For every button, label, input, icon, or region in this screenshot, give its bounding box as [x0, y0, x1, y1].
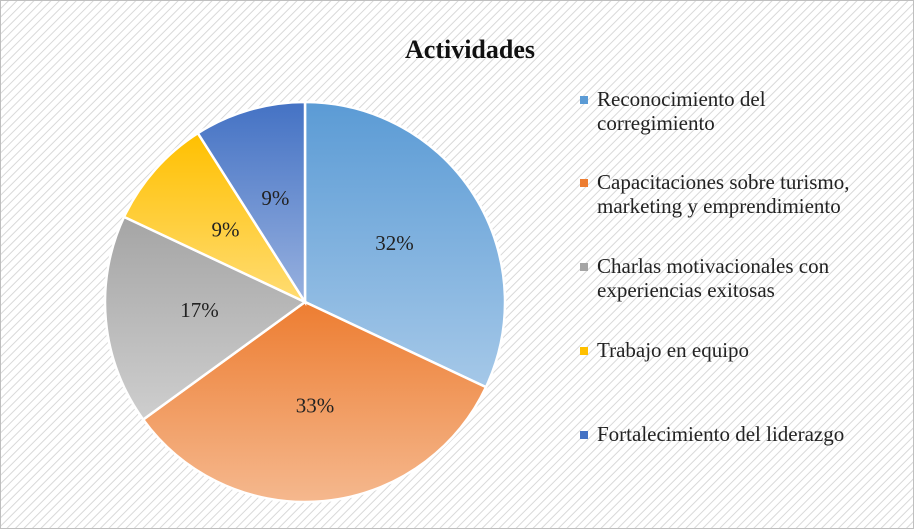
chart-title: Actividades: [405, 35, 535, 64]
legend-entry: Fortalecimiento del liderazgo: [580, 422, 887, 446]
data-label: 33%: [296, 393, 335, 417]
legend-label: Charlas motivacionales con experiencias …: [597, 254, 830, 302]
legend-entry: Reconocimiento del corregimiento: [580, 87, 887, 135]
pie-slice: [122, 131, 309, 305]
pie-slice: [141, 300, 488, 504]
legend-swatch: [580, 347, 588, 355]
pie-slice: [196, 100, 307, 307]
legend-label: Reconocimiento del corregimiento: [597, 87, 766, 135]
legend-label: Trabajo en equipo: [597, 338, 750, 362]
data-label: 9%: [211, 218, 239, 242]
legend-swatch: [580, 431, 588, 439]
data-label: 17%: [180, 298, 219, 322]
pie-slice: [103, 215, 308, 422]
legend-swatch: [580, 263, 588, 271]
legend-entry: Trabajo en equipo: [580, 338, 887, 362]
legend-entry: Charlas motivacionales con experiencias …: [580, 254, 887, 302]
data-label: 9%: [261, 186, 289, 210]
pie-slice: [303, 100, 507, 389]
legend-swatch: [580, 179, 588, 187]
pie: 32% 33% 17% 9% 9%: [103, 100, 507, 504]
legend-swatch: [580, 96, 588, 104]
legend-label: Capacitaciones sobre turismo, marketing …: [597, 170, 850, 218]
legend-label: Fortalecimiento del liderazgo: [597, 422, 845, 446]
legend-entry: Capacitaciones sobre turismo, marketing …: [580, 170, 887, 218]
data-label: 32%: [375, 231, 414, 255]
